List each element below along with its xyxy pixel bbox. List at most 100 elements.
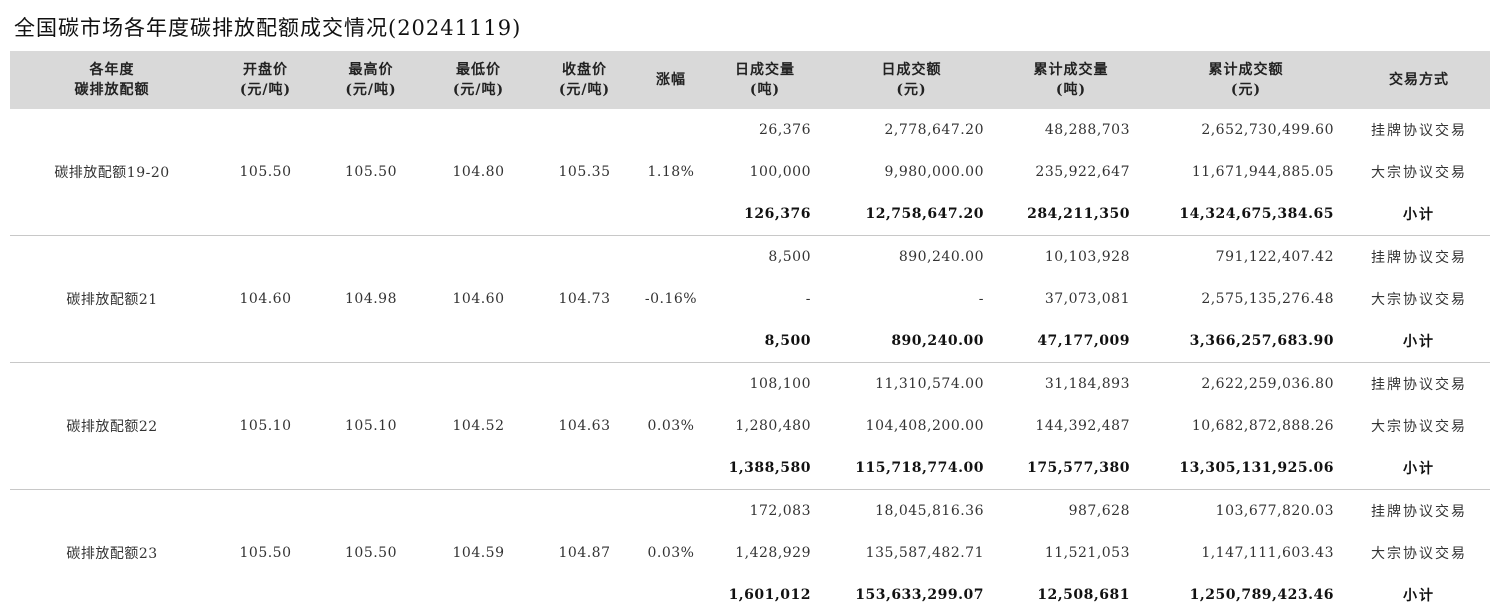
header-low-price-line2: (元/吨) [425, 80, 532, 100]
daily-amount: 2,778,647.20 [825, 109, 998, 151]
cum-volume: 144,392,487 [998, 405, 1144, 447]
price-change: 1.18% [637, 109, 705, 236]
allowance-name: 碳排放配额22 [10, 363, 214, 490]
close-price: 104.87 [532, 490, 637, 616]
header-allowance-line2: 碳排放配额 [10, 80, 214, 100]
cum-amount: 2,652,730,499.60 [1144, 109, 1348, 151]
header-low-price: 最低价(元/吨) [425, 51, 532, 109]
trade-mode: 大宗协议交易 [1348, 532, 1490, 574]
cum-volume: 31,184,893 [998, 363, 1144, 406]
header-cum-volume: 累计成交量(吨) [998, 51, 1144, 109]
header-close-price: 收盘价(元/吨) [532, 51, 637, 109]
daily-amount: 115,718,774.00 [825, 447, 998, 490]
daily-amount: 135,587,482.71 [825, 532, 998, 574]
header-cum-amount-line2: (元) [1144, 80, 1348, 100]
header-change-line1: 涨幅 [637, 70, 705, 90]
cum-amount: 13,305,131,925.06 [1144, 447, 1348, 490]
header-daily-amount: 日成交额(元) [825, 51, 998, 109]
header-trade-mode-line1: 交易方式 [1348, 70, 1490, 90]
cum-volume: 175,577,380 [998, 447, 1144, 490]
header-close-price-line1: 收盘价 [532, 60, 637, 80]
cum-volume: 10,103,928 [998, 236, 1144, 279]
daily-amount: 890,240.00 [825, 236, 998, 279]
cum-amount: 791,122,407.42 [1144, 236, 1348, 279]
cum-amount: 3,366,257,683.90 [1144, 320, 1348, 363]
trade-mode: 挂牌协议交易 [1348, 236, 1490, 279]
daily-volume: 1,601,012 [705, 574, 825, 616]
daily-amount: 18,045,816.36 [825, 490, 998, 533]
high-price: 105.50 [317, 490, 425, 616]
allowance-name: 碳排放配额21 [10, 236, 214, 363]
daily-amount: 104,408,200.00 [825, 405, 998, 447]
header-trade-mode: 交易方式 [1348, 51, 1490, 109]
header-cum-volume-line1: 累计成交量 [998, 60, 1144, 80]
daily-volume: 26,376 [705, 109, 825, 151]
header-daily-amount-line1: 日成交额 [825, 60, 998, 80]
header-open-price-line2: (元/吨) [214, 80, 317, 100]
high-price: 105.50 [317, 109, 425, 236]
close-price: 104.63 [532, 363, 637, 490]
cum-amount: 1,147,111,603.43 [1144, 532, 1348, 574]
header-daily-amount-line2: (元) [825, 80, 998, 100]
price-change: 0.03% [637, 363, 705, 490]
cum-amount: 2,575,135,276.48 [1144, 278, 1348, 320]
trade-mode: 小计 [1348, 447, 1490, 490]
open-price: 105.10 [214, 363, 317, 490]
low-price: 104.59 [425, 490, 532, 616]
cum-volume: 284,211,350 [998, 193, 1144, 236]
open-price: 105.50 [214, 109, 317, 236]
daily-volume: 108,100 [705, 363, 825, 406]
header-change: 涨幅 [637, 51, 705, 109]
allowance-name: 碳排放配额23 [10, 490, 214, 616]
header-high-price-line2: (元/吨) [317, 80, 425, 100]
header-open-price-line1: 开盘价 [214, 60, 317, 80]
daily-volume: 1,280,480 [705, 405, 825, 447]
page-title: 全国碳市场各年度碳排放配额成交情况(20241119) [14, 12, 521, 42]
cum-amount: 1,250,789,423.46 [1144, 574, 1348, 616]
cum-volume: 48,288,703 [998, 109, 1144, 151]
low-price: 104.52 [425, 363, 532, 490]
header-allowance: 各年度碳排放配额 [10, 51, 214, 109]
header-daily-volume-line2: (吨) [705, 80, 825, 100]
header-high-price-line1: 最高价 [317, 60, 425, 80]
cum-volume: 37,073,081 [998, 278, 1144, 320]
high-price: 104.98 [317, 236, 425, 363]
trade-mode: 大宗协议交易 [1348, 405, 1490, 447]
cum-volume: 47,177,009 [998, 320, 1144, 363]
daily-amount: 9,980,000.00 [825, 151, 998, 193]
header-cum-amount: 累计成交额(元) [1144, 51, 1348, 109]
daily-volume: 1,428,929 [705, 532, 825, 574]
daily-volume: 100,000 [705, 151, 825, 193]
cum-volume: 11,521,053 [998, 532, 1144, 574]
trade-mode: 挂牌协议交易 [1348, 490, 1490, 533]
trade-mode: 小计 [1348, 320, 1490, 363]
header-daily-volume: 日成交量(吨) [705, 51, 825, 109]
header-cum-amount-line1: 累计成交额 [1144, 60, 1348, 80]
daily-volume: 172,083 [705, 490, 825, 533]
open-price: 105.50 [214, 490, 317, 616]
trade-mode: 小计 [1348, 574, 1490, 616]
allowance-name: 碳排放配额19-20 [10, 109, 214, 236]
trade-mode: 挂牌协议交易 [1348, 363, 1490, 406]
daily-amount: 12,758,647.20 [825, 193, 998, 236]
cum-volume: 12,508,681 [998, 574, 1144, 616]
daily-amount: 890,240.00 [825, 320, 998, 363]
daily-volume: 8,500 [705, 320, 825, 363]
price-change: 0.03% [637, 490, 705, 616]
header-low-price-line1: 最低价 [425, 60, 532, 80]
cum-amount: 10,682,872,888.26 [1144, 405, 1348, 447]
header-allowance-line1: 各年度 [10, 60, 214, 80]
header-row: 各年度碳排放配额开盘价(元/吨)最高价(元/吨)最低价(元/吨)收盘价(元/吨)… [10, 51, 1490, 109]
daily-amount: - [825, 278, 998, 320]
daily-volume: 8,500 [705, 236, 825, 279]
table-header: 各年度碳排放配额开盘价(元/吨)最高价(元/吨)最低价(元/吨)收盘价(元/吨)… [10, 51, 1490, 109]
header-cum-volume-line2: (吨) [998, 80, 1144, 100]
cum-amount: 103,677,820.03 [1144, 490, 1348, 533]
header-daily-volume-line1: 日成交量 [705, 60, 825, 80]
cum-volume: 987,628 [998, 490, 1144, 533]
carbon-trading-table: 各年度碳排放配额开盘价(元/吨)最高价(元/吨)最低价(元/吨)收盘价(元/吨)… [10, 51, 1490, 616]
